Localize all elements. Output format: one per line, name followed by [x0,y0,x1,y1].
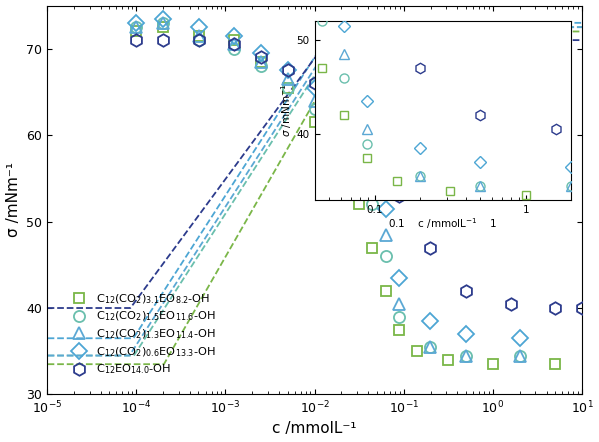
X-axis label: c /mmolL⁻¹: c /mmolL⁻¹ [273,421,357,436]
Legend: C$_{12}$(CO$_2$)$_{3.1}$EO$_{8.2}$-OH, C$_{12}$(CO$_2$)$_{1.5}$EO$_{11.6}$-OH, C: C$_{12}$(CO$_2$)$_{3.1}$EO$_{8.2}$-OH, C… [63,288,220,381]
Y-axis label: σ /mNm⁻¹: σ /mNm⁻¹ [5,163,20,237]
